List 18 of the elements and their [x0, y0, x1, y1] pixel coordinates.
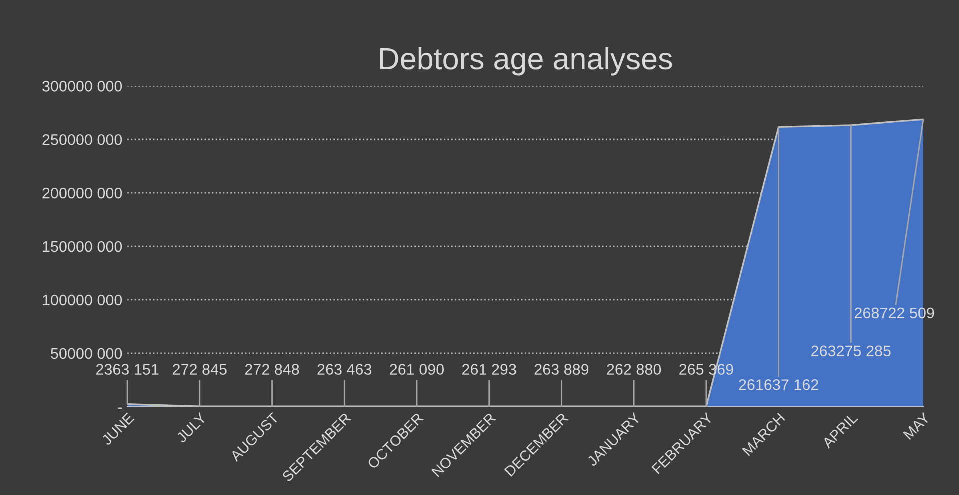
data-label: 263 463 — [318, 364, 372, 375]
data-label: 261 090 — [390, 364, 444, 375]
data-label: 263275 285 — [812, 346, 891, 357]
data-label: 263 889 — [534, 364, 589, 375]
data-label: 272 845 — [173, 364, 227, 375]
chart-title: Debtors age analyses — [380, 47, 672, 76]
data-label: 261637 162 — [739, 380, 818, 390]
data-label: 262 880 — [607, 364, 662, 375]
y-tick-label: 50000 000 — [51, 348, 122, 360]
y-tick-label: 250000 000 — [42, 134, 122, 146]
y-tick-label: 200000 000 — [42, 188, 122, 199]
y-tick-label: 100000 000 — [43, 294, 122, 306]
y-tick-label: 150000 000 — [43, 241, 122, 252]
data-label: 2363 151 — [96, 364, 159, 375]
y-tick-label: 300000 000 — [42, 81, 122, 92]
data-label: 272 848 — [245, 364, 300, 375]
data-label: 261 293 — [462, 364, 516, 375]
y-tick-label: - — [118, 408, 122, 409]
